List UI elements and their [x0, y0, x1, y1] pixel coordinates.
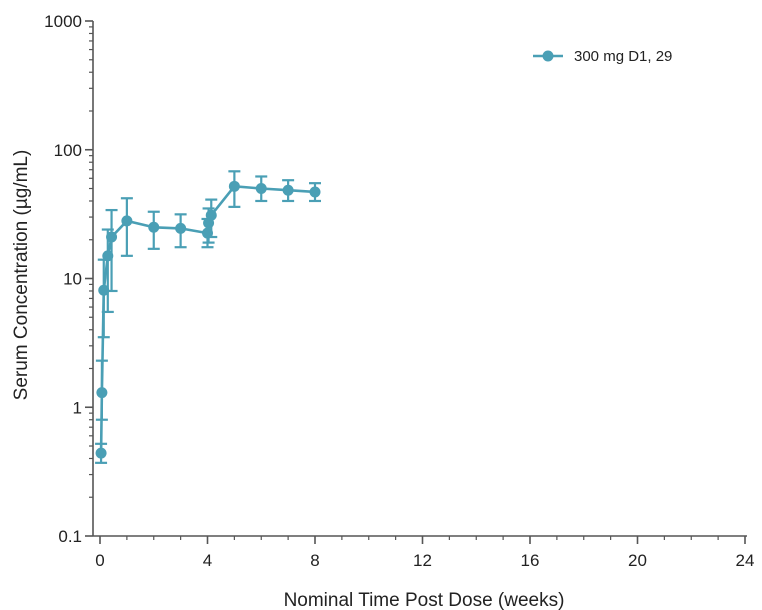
legend-marker	[542, 50, 554, 62]
legend: 300 mg D1, 29	[533, 48, 672, 65]
data-point	[96, 387, 108, 399]
data-point	[309, 186, 321, 198]
y-tick-label: 0.1	[58, 527, 82, 546]
data-point	[121, 215, 133, 227]
data-point	[95, 447, 107, 459]
data-point	[175, 222, 187, 234]
axes: 0.1 1 10 100 1000 0 4 8 12 16 20 24	[44, 12, 754, 570]
y-tick-label: 10	[63, 270, 82, 289]
x-tick-label: 24	[736, 551, 755, 570]
x-axis-title: Nominal Time Post Dose (weeks)	[284, 590, 565, 610]
series-layer	[95, 170, 321, 464]
data-point	[205, 209, 217, 221]
x-tick-label: 16	[521, 551, 540, 570]
y-axis-title: Serum Concentration (µg/mL)	[11, 150, 32, 401]
y-tick-label: 1	[73, 398, 82, 417]
data-point	[98, 284, 110, 296]
x-tick-label: 0	[95, 551, 104, 570]
y-tick-label: 100	[54, 141, 82, 160]
x-tick-label: 12	[413, 551, 432, 570]
data-point	[102, 250, 114, 262]
data-point	[228, 180, 240, 192]
data-point	[202, 227, 213, 239]
data-point	[106, 231, 118, 243]
x-tick-label: 20	[628, 551, 647, 570]
data-point	[282, 184, 294, 196]
data-point	[148, 221, 160, 233]
x-tick-label: 4	[203, 551, 212, 570]
series-group	[95, 170, 321, 464]
legend-label: 300 mg D1, 29	[574, 48, 672, 65]
x-tick-label: 8	[310, 551, 319, 570]
data-point	[255, 183, 267, 195]
y-tick-label: 1000	[44, 12, 82, 31]
